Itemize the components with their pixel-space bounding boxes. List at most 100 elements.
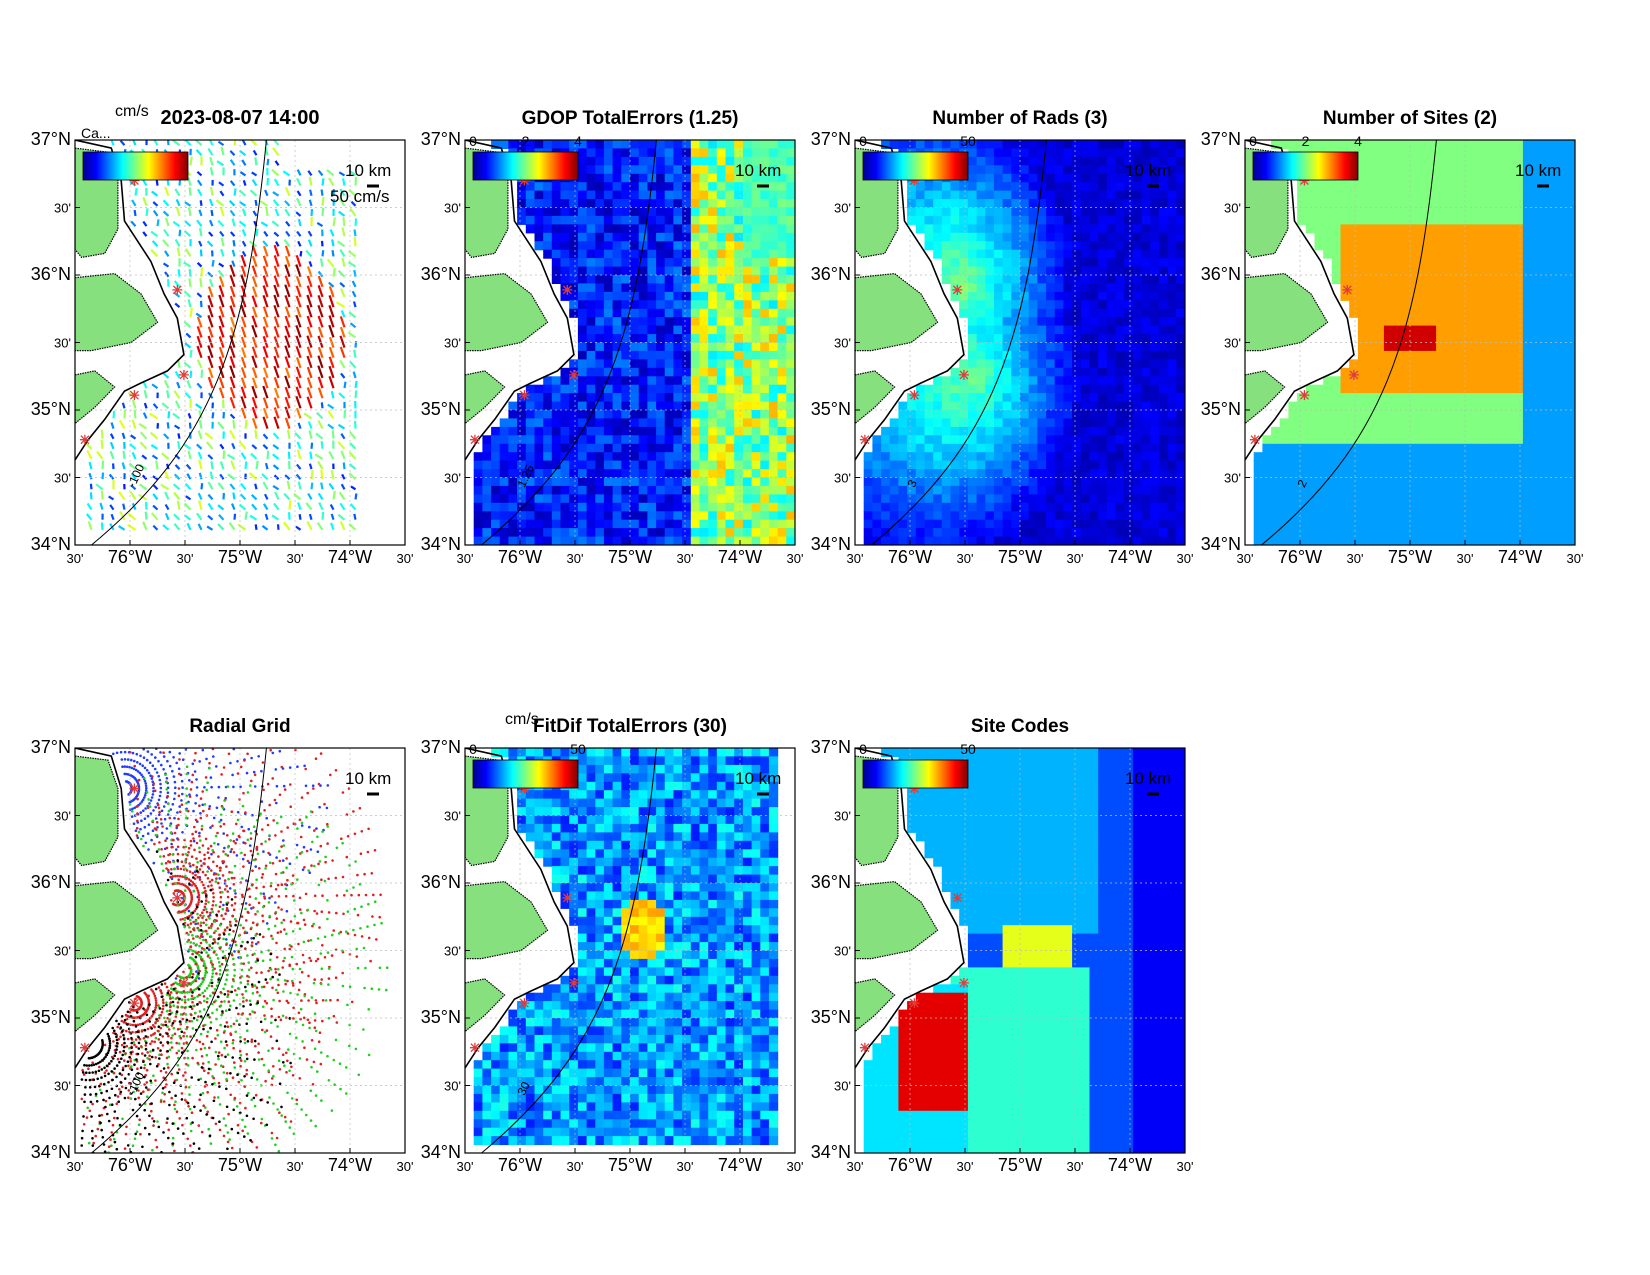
- lon-tick-label: 30': [677, 1159, 694, 1174]
- lon-tick-label: 30': [847, 551, 864, 566]
- radar-site-marker: [952, 892, 963, 903]
- radar-site-marker: [859, 434, 870, 445]
- colorbar-tick-label: 50: [570, 741, 586, 757]
- scale-label: 10 km: [1125, 161, 1171, 180]
- lon-tick-label: 74°W: [328, 547, 372, 567]
- radar-site-marker: [79, 1042, 90, 1053]
- radar-site-marker: [519, 390, 530, 401]
- radar-site-marker: [79, 434, 90, 445]
- lat-tick-label: 30': [54, 201, 71, 216]
- coastline: [465, 140, 575, 461]
- radar-site-marker: [568, 977, 579, 988]
- panel-title: GDOP TotalErrors (1.25): [522, 108, 739, 129]
- lat-tick-label: 30': [834, 471, 851, 486]
- scale-label: 10 km: [345, 161, 391, 180]
- lat-tick-label: 34°N: [811, 1142, 851, 1162]
- lon-tick-label: 75°W: [998, 1155, 1042, 1175]
- lat-tick-label: 36°N: [811, 872, 851, 892]
- radar-site-marker: [562, 284, 573, 295]
- lat-tick-label: 30': [54, 944, 71, 959]
- colorbar: [1252, 151, 1359, 181]
- radar-site-marker: [519, 998, 530, 1009]
- lon-tick-label: 30': [787, 1159, 804, 1174]
- radar-site-marker: [859, 1042, 870, 1053]
- lon-tick-label: 30': [287, 1159, 304, 1174]
- lon-tick-label: 74°W: [1498, 547, 1542, 567]
- colorbar-tick-label: 2: [522, 133, 530, 149]
- lat-tick-label: 30': [54, 471, 71, 486]
- radar-site-marker: [952, 284, 963, 295]
- lat-tick-label: 30': [54, 336, 71, 351]
- colorbar-tick-label: 4: [1354, 133, 1362, 149]
- lat-tick-label: 36°N: [421, 872, 461, 892]
- radar-site-marker: [568, 369, 579, 380]
- panel-title: Site Codes: [971, 716, 1069, 737]
- lon-tick-label: 74°W: [328, 1155, 372, 1175]
- lon-tick-label: 76°W: [108, 1155, 152, 1175]
- lon-tick-label: 30': [957, 1159, 974, 1174]
- lon-tick-label: 30': [677, 551, 694, 566]
- lat-tick-label: 30': [444, 944, 461, 959]
- lon-tick-label: 30': [177, 551, 194, 566]
- lon-tick-label: 30': [1177, 1159, 1194, 1174]
- lon-tick-label: 30': [287, 551, 304, 566]
- lat-tick-label: 34°N: [31, 534, 71, 554]
- colorbar-tick-label: 0: [859, 133, 867, 149]
- lon-tick-label: 75°W: [608, 547, 652, 567]
- lon-tick-label: 30': [1067, 551, 1084, 566]
- lon-tick-label: 30': [1347, 551, 1364, 566]
- lat-tick-label: 34°N: [1201, 534, 1241, 554]
- lat-tick-label: 30': [444, 809, 461, 824]
- lon-tick-label: 30': [457, 1159, 474, 1174]
- lon-tick-label: 30': [397, 551, 414, 566]
- lon-tick-label: 76°W: [1278, 547, 1322, 567]
- radar-site-marker: [469, 1042, 480, 1053]
- lat-tick-label: 30': [444, 471, 461, 486]
- coastline: [1245, 140, 1355, 461]
- lat-tick-label: 35°N: [31, 399, 71, 419]
- lon-tick-label: 76°W: [498, 547, 542, 567]
- colorbar-tick-label: 0: [859, 741, 867, 757]
- lon-tick-label: 30': [957, 551, 974, 566]
- coastline: [855, 140, 965, 461]
- lat-tick-label: 34°N: [421, 1142, 461, 1162]
- lat-tick-label: 30': [1224, 471, 1241, 486]
- coastline: [465, 748, 575, 1069]
- overlapping-labels: Ca...: [81, 125, 111, 141]
- lon-tick-label: 30': [177, 1159, 194, 1174]
- map-panel-nrads: 3 Number of Rads (3) 0 50 10 km 37°N 30' 36°N 30…: [811, 108, 1194, 567]
- map-area: 2: [1245, 140, 1575, 545]
- coastline: [75, 748, 185, 1069]
- lat-tick-label: 37°N: [421, 737, 461, 757]
- lon-tick-label: 74°W: [718, 547, 762, 567]
- colorbar: [862, 759, 969, 789]
- radar-site-marker: [909, 390, 920, 401]
- lon-tick-label: 30': [1567, 551, 1584, 566]
- lat-tick-label: 36°N: [31, 264, 71, 284]
- lon-tick-label: 76°W: [498, 1155, 542, 1175]
- panel-title: 2023-08-07 14:00: [160, 107, 319, 129]
- lat-tick-label: 30': [834, 809, 851, 824]
- lat-tick-label: 35°N: [421, 399, 461, 419]
- panel-title: FitDif TotalErrors (30): [533, 716, 727, 737]
- colorbar: [82, 151, 189, 181]
- radar-site-marker: [1249, 434, 1260, 445]
- lon-tick-label: 74°W: [1108, 1155, 1152, 1175]
- lat-tick-label: 34°N: [31, 1142, 71, 1162]
- radar-site-marker: [958, 369, 969, 380]
- lon-tick-label: 76°W: [888, 547, 932, 567]
- map-panel-gdop: 1.25 GDOP TotalErrors (1.25) 0 2 4 10 km 37°N 3…: [421, 108, 804, 567]
- lat-tick-label: 37°N: [421, 129, 461, 149]
- lat-tick-label: 36°N: [421, 264, 461, 284]
- colorbar-unit: cm/s: [115, 103, 149, 120]
- panel-title: Number of Sites (2): [1323, 108, 1497, 129]
- radar-site-marker: [909, 998, 920, 1009]
- scale-label: 10 km: [735, 161, 781, 180]
- lat-tick-label: 30': [1224, 336, 1241, 351]
- lat-tick-label: 37°N: [31, 129, 71, 149]
- colorbar-tick-label: 50: [960, 133, 976, 149]
- scale-label: 10 km: [1515, 161, 1561, 180]
